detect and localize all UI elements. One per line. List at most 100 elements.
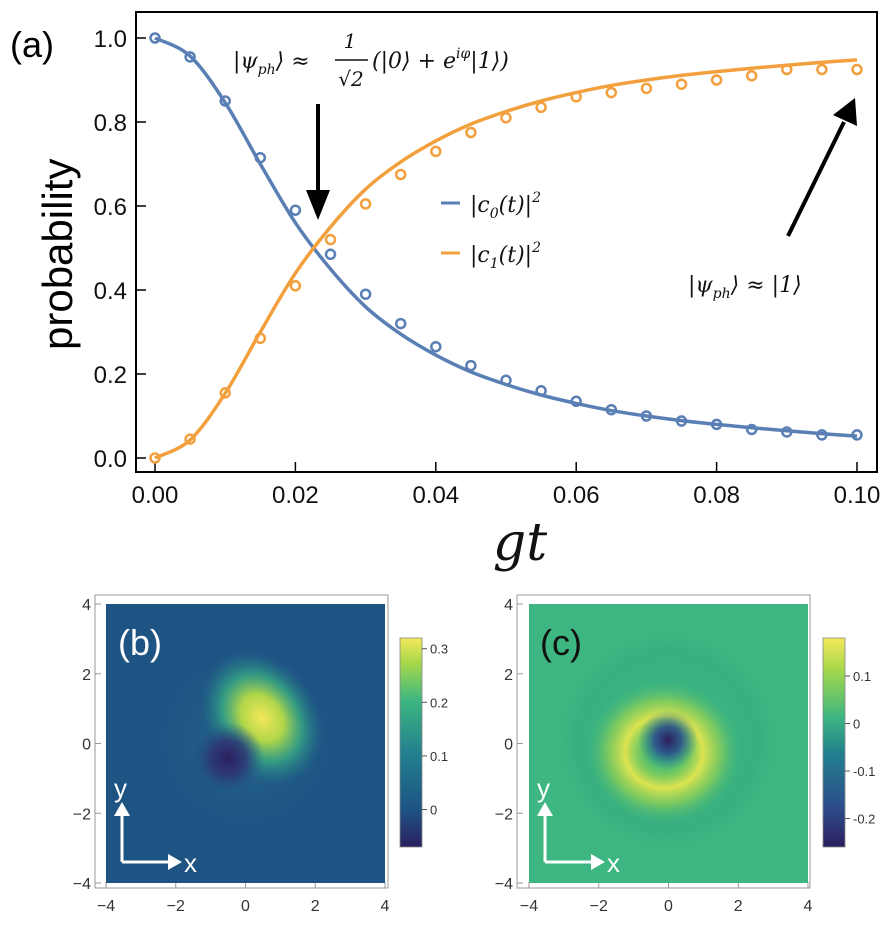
x-tick-label: 2 (734, 898, 743, 915)
legend-entry-c0: |c0(t)|2 (470, 190, 541, 222)
data-point (710, 74, 723, 86)
data-point (219, 95, 231, 107)
x-tick-label: 0.04 (412, 482, 459, 509)
x-tick-label: 0.06 (553, 482, 600, 509)
data-point (430, 145, 442, 158)
annotation-superposition-tail: (|0⟩ + eiφ|1⟩) (372, 46, 509, 74)
colorbar-tick-label: -0.1 (853, 764, 875, 779)
data-point (324, 233, 337, 246)
data-point (289, 204, 302, 216)
data-point (359, 288, 372, 300)
x-tick-label: 0 (664, 898, 673, 915)
data-point (394, 317, 407, 330)
data-point (745, 70, 758, 82)
y-tick-label: 0.2 (94, 362, 127, 389)
colorbar-tick-label: 0 (853, 717, 860, 732)
x-tick-label: 4 (804, 898, 813, 915)
x-tick-label: 0.02 (272, 482, 319, 509)
data-point (254, 332, 267, 345)
annotation-single-photon: |ψph⟩ ≈ |1⟩ (688, 273, 802, 302)
series-group-a (149, 32, 863, 464)
legend: |c0(t)|2 |c1(t)|2 (441, 190, 541, 272)
y-tick-label: 0.0 (94, 446, 127, 473)
axis-label-y-b: y (114, 773, 127, 803)
heatmap-ticks-c: −4 −2 0 2 4 4 2 0 −2 −4 (495, 597, 813, 915)
y-tick-label: 0.8 (94, 110, 127, 137)
plot-frame-a (135, 11, 878, 473)
data-point (500, 112, 512, 124)
y-tick-label: 0.6 (94, 194, 127, 221)
data-point (640, 82, 653, 95)
data-point (710, 418, 723, 431)
data-point (605, 86, 618, 99)
annotation-frac-den: √2 (338, 67, 363, 91)
y-tick-label: 4 (82, 597, 91, 614)
data-point (851, 63, 863, 76)
x-tick-label: 4 (381, 898, 390, 915)
data-point (184, 433, 196, 445)
axis-label-x-c: x (607, 848, 620, 878)
data-point (465, 126, 477, 139)
annotation-arrowhead-1 (306, 190, 330, 220)
data-point (781, 426, 793, 438)
x-tick-label: 0 (241, 898, 250, 915)
heatmap-c: −4 −2 0 2 4 4 2 0 −2 −4 (c) y x 0.1 0 -0.1 -0.2 (495, 594, 875, 915)
annotation-superposition: |ψph⟩ ≈ (233, 49, 310, 78)
data-point (570, 395, 582, 408)
data-point (851, 429, 863, 441)
data-point (675, 415, 688, 427)
heatmap-field-b (106, 604, 385, 883)
annotation-frac-num: 1 (344, 29, 357, 53)
data-point (324, 248, 337, 261)
heatmap-ticks-b: −4 −2 0 2 4 4 2 0 −2 −4 (73, 597, 390, 915)
x-arrowhead-b (168, 854, 182, 870)
data-point (535, 101, 547, 114)
data-point (149, 32, 161, 44)
heatmap-frame-c (516, 594, 811, 889)
x-arrowhead-c (591, 854, 605, 870)
legend-entry-c1: |c1(t)|2 (470, 240, 541, 272)
line-chart-a: 0.00 0.02 0.04 0.06 0.08 0.10 0.0 0.2 0.4 0.6 0.8 1… (10, 11, 881, 573)
data-point (394, 168, 407, 181)
x-tick-label: 0.10 (834, 482, 881, 509)
y-axis-label: probability (34, 159, 81, 350)
data-point (254, 151, 267, 164)
colorbar-c (822, 637, 846, 848)
colorbar-tick-label: 0.3 (430, 642, 448, 657)
heatmap-frame-b (94, 594, 389, 889)
y-tick-label: 2 (504, 667, 513, 684)
axis-label-x-b: x (184, 848, 197, 878)
y-tick-label: −2 (495, 806, 513, 823)
colorbar-tick-label: 0.1 (853, 669, 871, 684)
data-point (289, 280, 302, 292)
colorbar-ticks-c: 0.1 0 -0.1 -0.2 (845, 669, 875, 827)
data-point (745, 423, 758, 436)
x-tick-label: 2 (311, 898, 320, 915)
y-arrowhead-b (114, 802, 130, 816)
x-axis-label: gt (493, 513, 547, 573)
y-tick-label: 0 (82, 737, 91, 754)
data-point (359, 198, 372, 210)
data-point (605, 403, 618, 416)
data-point (500, 374, 512, 387)
x-tick-label: −2 (167, 898, 185, 915)
series-curve-1 (154, 58, 858, 460)
data-point (570, 91, 582, 103)
heatmap-field-c (529, 604, 808, 883)
data-point (675, 78, 688, 90)
data-point (781, 63, 793, 76)
x-tick-label: −2 (590, 898, 608, 915)
y-arrowhead-c (537, 802, 553, 816)
y-tick-label: 0 (504, 737, 513, 754)
colorbar-tick-label: 0.1 (430, 749, 448, 764)
heatmap-dip-c (638, 710, 698, 770)
annotation-arrow-2 (786, 121, 846, 237)
y-tick-label: −2 (73, 806, 91, 823)
heatmap-dip-b (192, 722, 264, 794)
x-tick-label: −4 (97, 898, 115, 915)
data-point (184, 51, 196, 63)
colorbar-ticks-b: 0.3 0.2 0.1 0 (422, 642, 448, 817)
data-point (816, 429, 828, 441)
x-tick-label: 0.08 (693, 482, 740, 509)
data-point (149, 452, 161, 464)
